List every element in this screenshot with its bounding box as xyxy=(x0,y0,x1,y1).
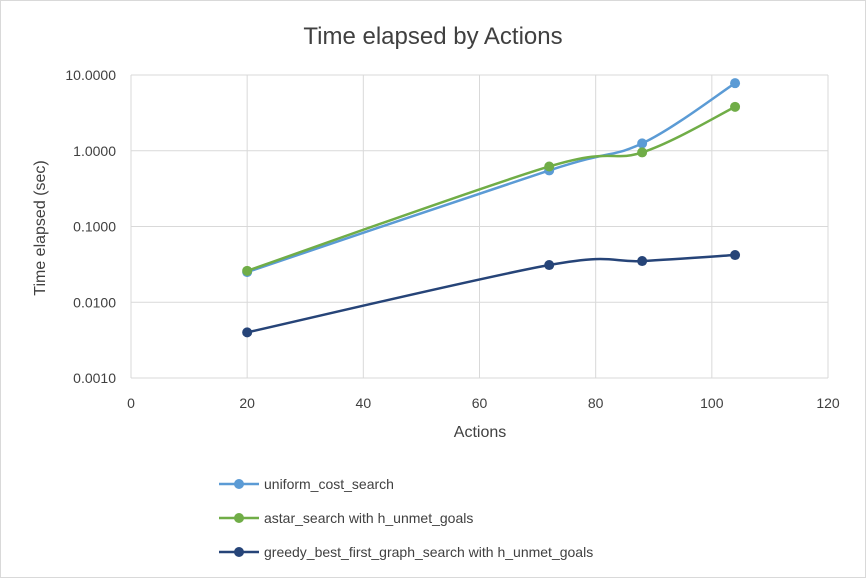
legend-item: greedy_best_first_graph_search with h_un… xyxy=(219,544,593,560)
y-tick-label: 10.0000 xyxy=(65,67,116,83)
legend-label: uniform_cost_search xyxy=(264,476,394,492)
x-tick-label: 100 xyxy=(700,395,724,411)
data-point xyxy=(242,327,253,338)
data-point xyxy=(637,147,648,158)
legend: uniform_cost_search astar_search with h_u… xyxy=(219,476,593,560)
y-tick-label: 0.0010 xyxy=(73,370,116,386)
y-tick-label: 1.0000 xyxy=(73,143,116,159)
data-point xyxy=(730,250,741,261)
y-tick-label: 0.0100 xyxy=(73,294,116,310)
series-layer xyxy=(242,78,741,338)
legend-marker xyxy=(234,479,244,489)
data-point xyxy=(544,161,555,172)
x-tick-labels: 0 20 40 60 80 100 120 xyxy=(127,395,840,411)
x-tick-label: 60 xyxy=(472,395,488,411)
legend-item: uniform_cost_search xyxy=(219,476,394,492)
series-3 xyxy=(242,250,741,338)
data-point xyxy=(637,138,648,149)
series-line xyxy=(246,105,736,272)
data-point xyxy=(242,265,253,276)
legend-label: greedy_best_first_graph_search with h_un… xyxy=(264,544,593,560)
legend-marker xyxy=(234,513,244,523)
data-point xyxy=(730,101,741,112)
legend-item: astar_search with h_unmet_goals xyxy=(219,510,473,526)
x-tick-label: 20 xyxy=(239,395,255,411)
grid xyxy=(130,74,829,379)
series-2 xyxy=(242,101,741,276)
x-tick-label: 120 xyxy=(816,395,840,411)
data-point xyxy=(730,78,741,89)
y-tick-labels: 0.0010 0.0100 0.1000 1.0000 10.0000 xyxy=(65,67,116,386)
legend-label: astar_search with h_unmet_goals xyxy=(264,510,473,526)
x-axis-label: Actions xyxy=(454,424,506,441)
chart-title: Time elapsed by Actions xyxy=(303,23,562,50)
legend-marker xyxy=(234,547,244,557)
x-tick-label: 40 xyxy=(356,395,372,411)
x-tick-label: 80 xyxy=(588,395,604,411)
y-axis-label: Time elapsed (sec) xyxy=(32,160,49,295)
series-line xyxy=(246,82,736,274)
y-tick-label: 0.1000 xyxy=(73,219,116,235)
data-point xyxy=(544,260,555,271)
x-tick-label: 0 xyxy=(127,395,135,411)
series-line xyxy=(246,253,736,334)
data-point xyxy=(637,256,648,267)
